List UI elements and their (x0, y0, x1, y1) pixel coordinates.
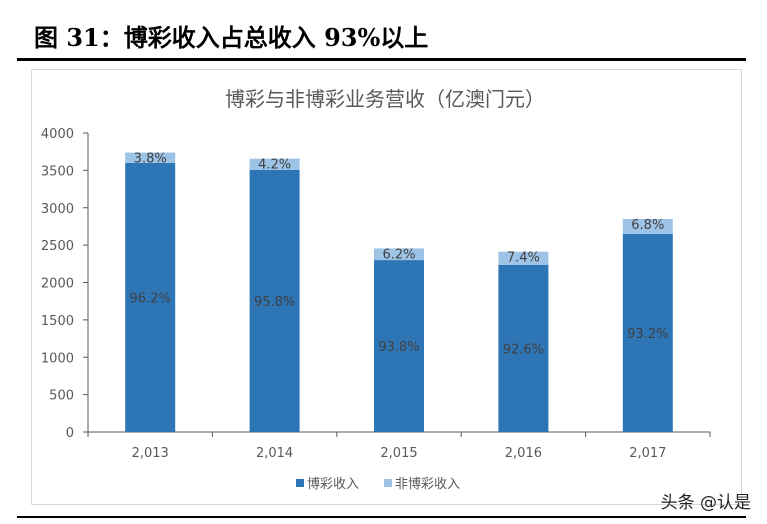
x-tick-label: 2,017 (629, 446, 666, 461)
y-tick-label: 1500 (41, 314, 74, 329)
bottom-rule (17, 516, 746, 518)
chart-frame (31, 69, 742, 505)
data-label: 95.8% (254, 295, 295, 310)
data-label: 93.8% (378, 340, 419, 355)
legend-label: 博彩收入 (307, 477, 359, 492)
bar-gaming (249, 170, 300, 432)
bar-gaming (374, 260, 424, 432)
y-tick-label: 1000 (41, 351, 74, 366)
y-tick-label: 3500 (41, 164, 74, 179)
x-tick-label: 2,016 (505, 446, 542, 461)
figure-title: 图 31：博彩收入占总收入 93%以上 (34, 23, 429, 52)
y-tick-label: 0 (66, 426, 74, 441)
legend-label: 非博彩收入 (395, 477, 460, 492)
bar-non-gaming (125, 152, 176, 163)
y-tick-label: 4000 (41, 127, 74, 142)
x-tick-label: 2,013 (132, 446, 169, 461)
data-label: 6.2% (382, 247, 415, 262)
y-tick-label: 500 (49, 389, 74, 404)
data-label: 96.2% (130, 291, 171, 306)
data-label: 92.6% (503, 343, 544, 358)
bar-non-gaming (622, 218, 673, 234)
y-tick-label: 3000 (41, 202, 74, 217)
top-rule (17, 58, 746, 61)
bar-non-gaming (249, 158, 300, 171)
bar-gaming (498, 265, 549, 432)
legend-swatch (384, 479, 392, 487)
chart-title: 博彩与非博彩业务营收（亿澳门元） (225, 87, 545, 111)
bar-gaming (125, 162, 176, 432)
data-label: 3.8% (134, 152, 167, 167)
x-tick-label: 2,015 (380, 446, 417, 461)
legend-swatch (296, 479, 304, 487)
y-tick-label: 2000 (41, 277, 74, 292)
data-label: 93.2% (627, 327, 668, 342)
bar-gaming (622, 233, 673, 432)
data-label: 4.2% (258, 158, 291, 173)
y-tick-label: 2500 (41, 239, 74, 254)
data-label: 7.4% (507, 251, 540, 266)
bar-non-gaming (374, 248, 424, 261)
x-tick-label: 2,014 (256, 446, 293, 461)
data-label: 6.8% (631, 218, 664, 233)
watermark: 头条 @认是 (660, 493, 751, 513)
bar-non-gaming (498, 251, 549, 266)
